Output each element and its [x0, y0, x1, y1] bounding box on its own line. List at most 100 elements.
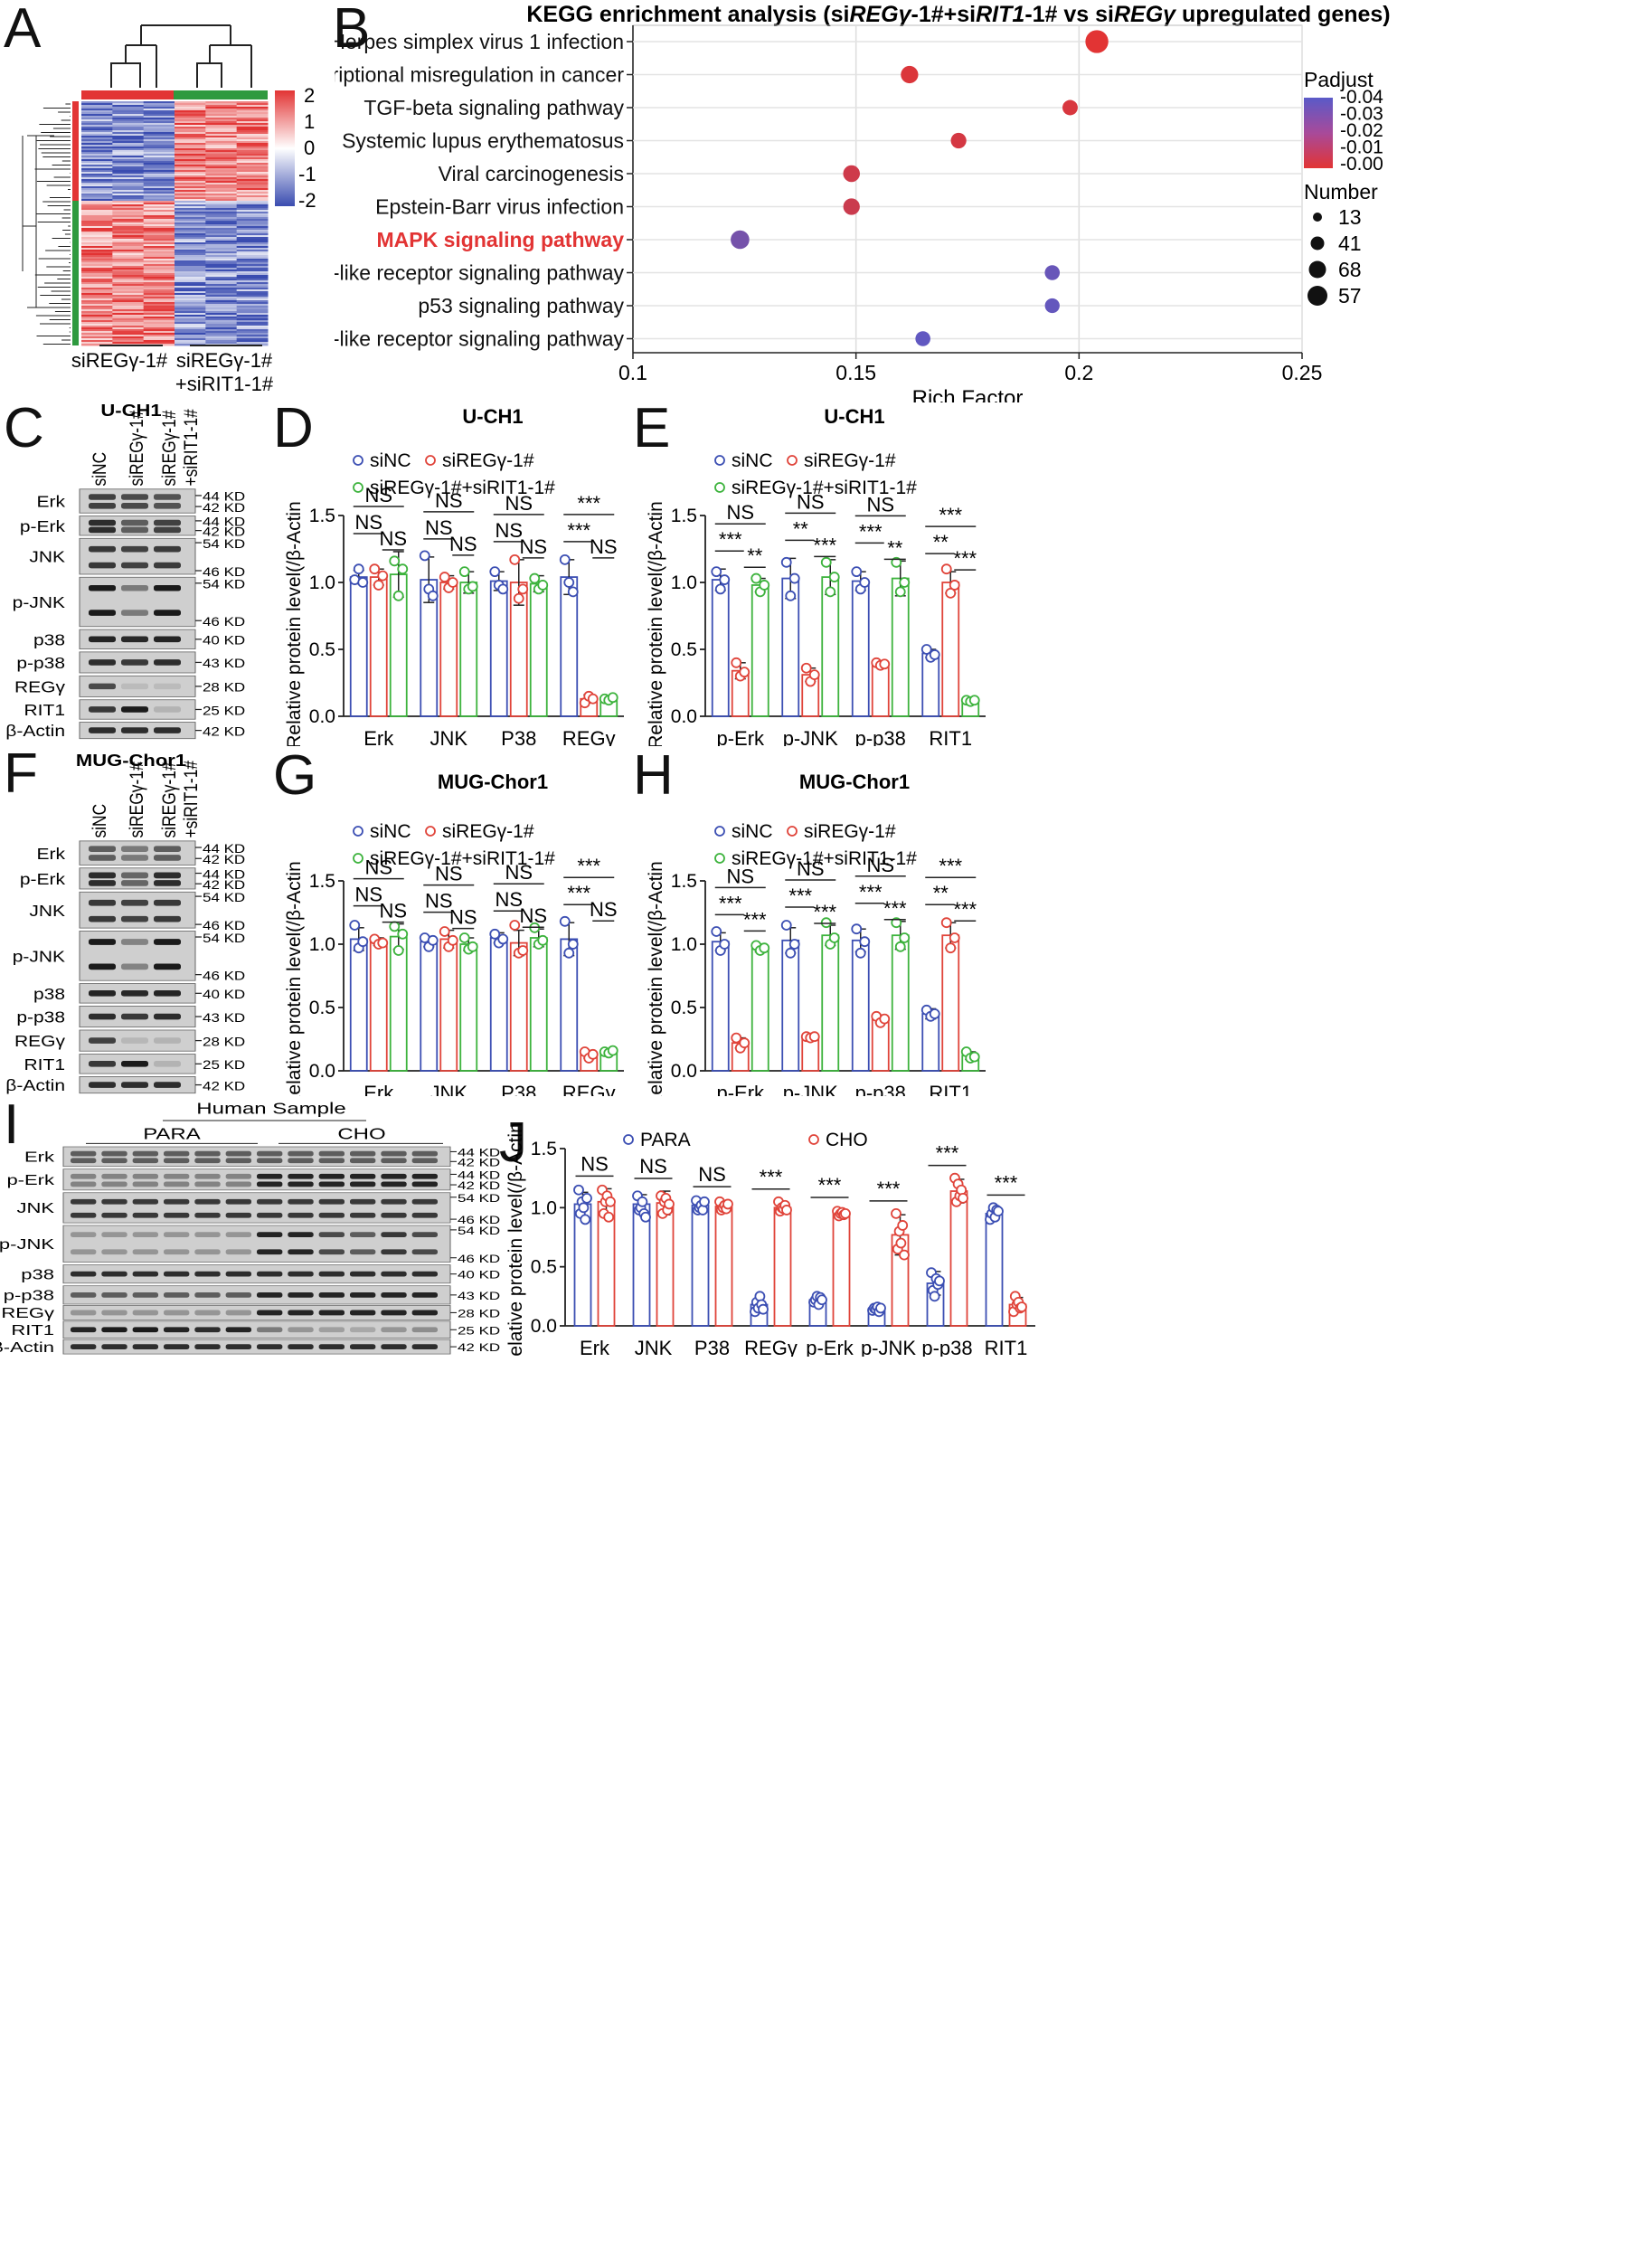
blot-kd-label: 46 KD	[458, 1253, 500, 1265]
data-point	[537, 934, 549, 946]
heatmap-cell	[175, 280, 206, 283]
heatmap-cell	[175, 190, 206, 193]
blot-row-label: Erk	[37, 846, 66, 863]
heatmap-cell	[236, 333, 269, 336]
heatmap-cell	[112, 322, 145, 325]
blot-band	[101, 1150, 127, 1157]
heatmap-cell	[112, 161, 145, 164]
data-point	[559, 553, 571, 565]
heatmap-cell	[175, 315, 206, 317]
blot-row-label: p38	[33, 632, 65, 649]
heatmap-cell	[236, 206, 269, 209]
heatmap-cell	[175, 282, 206, 285]
blot-band	[257, 1173, 283, 1179]
x-tick-label: Erk	[363, 1082, 394, 1096]
data-point	[573, 1184, 584, 1196]
blot-band	[154, 846, 181, 852]
blot-band	[164, 1181, 190, 1187]
kegg-term-label: Toll-like receptor signaling pathway	[335, 327, 624, 351]
blot-kd-label: 25 KD	[203, 705, 245, 718]
heatmap-cell	[236, 199, 269, 202]
data-point	[559, 915, 571, 927]
heatmap-cell	[143, 293, 175, 296]
data-point	[945, 587, 957, 599]
heatmap-cell	[81, 206, 113, 209]
blot-row-label: β-Actin	[5, 1078, 65, 1095]
heatmap-cell	[143, 213, 175, 216]
heatmap-cell	[81, 320, 113, 323]
heatmap-cell	[81, 194, 113, 196]
heatmap-cell	[112, 165, 145, 167]
heatmap-cell	[112, 324, 145, 326]
heatmap-color-scale	[275, 90, 295, 206]
data-point	[517, 583, 529, 595]
heatmap-cell	[236, 286, 269, 289]
blot-band	[71, 1158, 97, 1164]
legend-marker	[425, 455, 436, 466]
data-point	[750, 572, 762, 584]
heatmap-cell	[175, 268, 206, 270]
heatmap-cell	[112, 311, 145, 314]
blot-lane-label: siREGγ-1#	[160, 410, 181, 486]
heatmap-cell	[81, 224, 113, 227]
x-tick-label: JNK	[430, 727, 467, 746]
blot-band	[71, 1150, 97, 1157]
heatmap-cell	[81, 239, 113, 241]
data-point	[587, 693, 599, 705]
bar	[560, 576, 579, 717]
heatmap-cell	[236, 291, 269, 294]
heatmap-cell	[236, 270, 269, 272]
heatmap-cell	[236, 237, 269, 240]
heatmap-cell	[143, 222, 175, 225]
heatmap-cell	[81, 246, 113, 249]
heatmap-cell	[205, 275, 238, 278]
blot-kd-label: 42 KD	[203, 853, 245, 866]
heatmap-cell	[175, 217, 206, 220]
kegg-term-label: TGF-beta signaling pathway	[363, 96, 624, 119]
heatmap-cell	[143, 217, 175, 220]
sig-label: **	[887, 536, 903, 559]
heatmap-cell	[205, 179, 238, 182]
blot-band	[225, 1271, 251, 1277]
heatmap-cell	[143, 127, 175, 129]
heatmap-cell	[81, 215, 113, 218]
heatmap-cell	[112, 320, 145, 323]
blot-band	[194, 1150, 221, 1157]
sig-label: NS	[726, 501, 754, 524]
blot-band	[288, 1158, 314, 1164]
legend-marker	[353, 482, 363, 493]
blot-band	[89, 636, 116, 643]
heatmap-cell	[81, 253, 113, 256]
blot-band	[132, 1271, 158, 1277]
heatmap-cell	[143, 174, 175, 176]
heatmap-cell	[81, 279, 113, 281]
blot-lane-label: siREGγ-1#	[127, 410, 148, 486]
blot-kd-label: 46 KD	[203, 565, 245, 579]
heatmap-cell	[175, 197, 206, 200]
panel-label-d: D	[273, 397, 314, 459]
data-point	[808, 1031, 820, 1043]
heatmap-cell	[205, 147, 238, 149]
x-tick-label: p-p38	[921, 1337, 972, 1357]
heatmap-cell	[143, 291, 175, 294]
blot-band	[121, 545, 148, 553]
data-point	[945, 942, 957, 954]
heatmap-cell	[236, 295, 269, 298]
y-axis-label: Relative protein level(/β-Actin	[646, 861, 666, 1096]
number-legend-dot	[1308, 260, 1326, 279]
legend-marker	[714, 853, 725, 864]
heatmap-cell	[236, 284, 269, 287]
heatmap-cell	[205, 288, 238, 290]
kegg-term-label: Herpes simplex virus 1 infection	[335, 30, 624, 53]
heatmap-cell	[81, 210, 113, 213]
heatmap-cell	[112, 152, 145, 155]
heatmap-cell	[81, 159, 113, 162]
heatmap-cell	[205, 217, 238, 220]
heatmap-cell	[205, 190, 238, 193]
heatmap-cell	[81, 251, 113, 254]
heatmap-cell	[143, 279, 175, 281]
heatmap-cell	[112, 201, 145, 203]
heatmap-cell	[205, 226, 238, 229]
heatmap-cell	[175, 279, 206, 281]
data-point	[739, 667, 750, 678]
